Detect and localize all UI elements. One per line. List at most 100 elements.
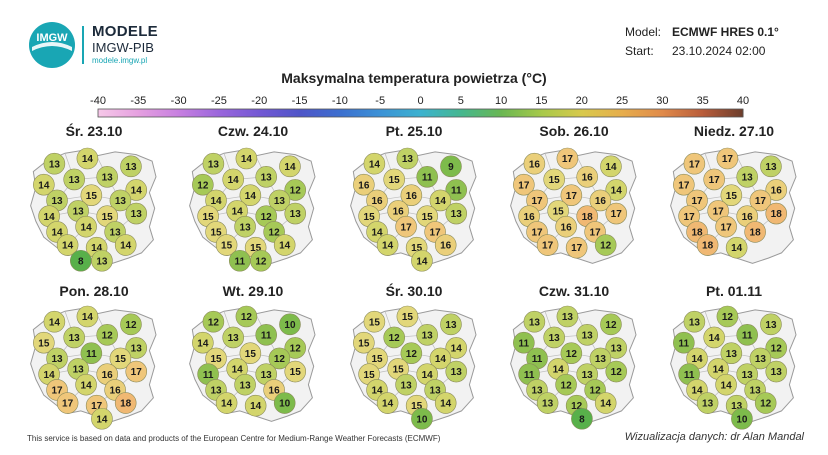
colorbar: -40 -35 -30 -25 -20 -15 -10 -5 0 5 10 15 20 25 30 35 40 (90, 95, 749, 118)
temperature-value: 12 (389, 333, 401, 344)
temperature-value: 14 (422, 370, 434, 381)
temperature-value: 14 (197, 338, 209, 349)
colorbar-cell (218, 109, 260, 117)
temperature-value: 15 (115, 354, 127, 365)
temperature-value: 17 (689, 159, 701, 170)
temperature-marker (736, 324, 759, 346)
temperature-value: 14 (369, 159, 381, 170)
logo-text: IMGW (36, 32, 68, 44)
temperature-marker (33, 173, 55, 196)
colorbar-cell (702, 109, 744, 117)
colorbar-frame (97, 108, 744, 118)
temperature-value: 13 (451, 367, 463, 378)
brand-title: MODELE (92, 23, 158, 40)
temperature-value: 17 (401, 222, 413, 233)
temperature-value: 12 (771, 344, 783, 355)
temperature-marker (255, 166, 278, 188)
temperature-value: 11 (86, 349, 97, 360)
temperature-marker (114, 392, 137, 414)
temperature-marker (255, 324, 278, 346)
temperature-marker (279, 313, 301, 336)
temperature-value: 13 (755, 354, 767, 365)
temperature-marker (565, 236, 588, 259)
temperature-value: 15 (250, 243, 262, 254)
temperature-value: 17 (721, 222, 733, 233)
temperature-value: 14 (600, 399, 612, 410)
temperature-marker (229, 249, 251, 272)
visualization-credit: Wizualizacja danych: dr Alan Mandal (624, 431, 804, 443)
temperature-value: 14 (279, 241, 291, 252)
temperature-value: 9 (448, 162, 454, 173)
temperature-value: 14 (232, 207, 244, 218)
temperature-value: 13 (96, 256, 108, 267)
temperature-value: 13 (240, 222, 252, 233)
temperature-marker (429, 189, 452, 212)
colorbar-tick-label: 15 (535, 95, 547, 107)
temperature-value: 15 (358, 338, 370, 349)
temperature-value: 17 (590, 228, 602, 239)
temperature-marker (215, 392, 238, 414)
temperature-marker (96, 166, 118, 188)
temperature-marker (268, 189, 291, 212)
temperature-value: 13 (742, 370, 754, 381)
day-label: Pon. 28.10 (59, 283, 128, 299)
temperature-value: 14 (91, 243, 103, 254)
temperature-marker (268, 347, 291, 370)
temperature-value: 13 (401, 380, 413, 391)
temperature-marker (543, 326, 566, 349)
temperature-marker (720, 184, 743, 206)
temperature-value: 17 (131, 367, 143, 378)
temperature-value: 12 (571, 401, 583, 412)
temperature-value: 14 (382, 399, 394, 410)
temperature-value: 12 (590, 386, 602, 397)
model-value: ECMWF HRES 0.1° (672, 25, 779, 39)
temperature-marker (594, 392, 617, 414)
temperature-value: 11 (203, 370, 214, 381)
temperature-value: 13 (131, 344, 143, 355)
temperature-value: 13 (771, 367, 783, 378)
temperature-marker (363, 152, 386, 175)
temperature-marker (536, 234, 559, 256)
temperature-value: 13 (750, 386, 762, 397)
temperature-marker (363, 310, 386, 333)
temperature-value: 13 (261, 172, 273, 183)
temperature-value: 13 (529, 317, 541, 328)
temperature-marker (440, 155, 462, 178)
temperature-marker (396, 147, 419, 170)
temperature-value: 12 (208, 317, 220, 328)
temperature-marker (109, 347, 132, 370)
temperature-marker (523, 152, 546, 175)
temperature-marker (284, 179, 307, 201)
colorbar-tick-label: 40 (737, 95, 749, 107)
temperature-marker (416, 166, 439, 188)
colorbar-tick-label: 10 (495, 95, 507, 107)
temperature-value: 13 (125, 162, 137, 173)
temperature-marker (736, 166, 759, 188)
brand-url[interactable]: modele.imgw.pl (92, 56, 148, 65)
temperature-value: 14 (435, 354, 447, 365)
temperature-marker (353, 331, 375, 354)
temperature-marker (43, 152, 66, 175)
temperature-value: 12 (197, 180, 209, 191)
temperature-value: 12 (261, 212, 273, 223)
temperature-value: 14 (44, 370, 56, 381)
day-label: Śr. 30.10 (386, 282, 443, 299)
temperature-value: 13 (702, 399, 714, 410)
colorbar-tick-label: -30 (171, 95, 187, 107)
temperature-marker (543, 168, 566, 191)
temperature-marker (744, 221, 766, 243)
temperature-value: 10 (736, 414, 748, 425)
day-label: Pt. 01.11 (706, 283, 762, 299)
temperature-marker (239, 184, 262, 206)
colorbar-tick-label: 5 (458, 95, 464, 107)
temperature-marker (234, 215, 256, 238)
colorbar-cell (299, 109, 341, 117)
temperature-value: 13 (595, 354, 607, 365)
temperature-value: 16 (102, 370, 114, 381)
temperature-marker (91, 407, 113, 430)
temperature-marker (120, 313, 142, 336)
temperature-value: 11 (679, 338, 690, 349)
temperature-value: 14 (131, 186, 143, 197)
